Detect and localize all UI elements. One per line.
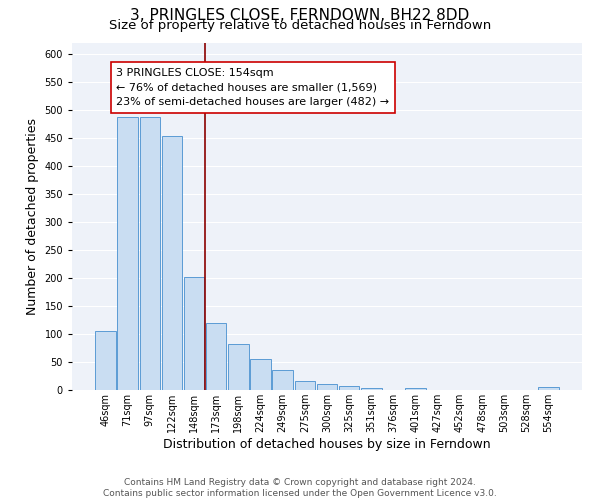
Text: Size of property relative to detached houses in Ferndown: Size of property relative to detached ho…: [109, 19, 491, 32]
Bar: [406, 388, 426, 390]
Bar: [95, 331, 116, 390]
Bar: [161, 136, 182, 390]
Bar: [361, 388, 382, 390]
Bar: [118, 117, 138, 390]
Bar: [250, 358, 271, 390]
Text: Contains HM Land Registry data © Crown copyright and database right 2024.
Contai: Contains HM Land Registry data © Crown c…: [103, 478, 497, 498]
Bar: [228, 344, 248, 390]
Text: 3, PRINGLES CLOSE, FERNDOWN, BH22 8DD: 3, PRINGLES CLOSE, FERNDOWN, BH22 8DD: [130, 8, 470, 22]
Bar: [339, 386, 359, 390]
Bar: [140, 117, 160, 390]
Bar: [538, 387, 559, 390]
Bar: [206, 322, 226, 390]
Text: 3 PRINGLES CLOSE: 154sqm
← 76% of detached houses are smaller (1,569)
23% of sem: 3 PRINGLES CLOSE: 154sqm ← 76% of detach…: [116, 68, 389, 108]
Bar: [272, 370, 293, 390]
Bar: [184, 277, 204, 390]
Y-axis label: Number of detached properties: Number of detached properties: [26, 118, 39, 315]
X-axis label: Distribution of detached houses by size in Ferndown: Distribution of detached houses by size …: [163, 438, 491, 451]
Bar: [295, 381, 315, 390]
Bar: [317, 384, 337, 390]
